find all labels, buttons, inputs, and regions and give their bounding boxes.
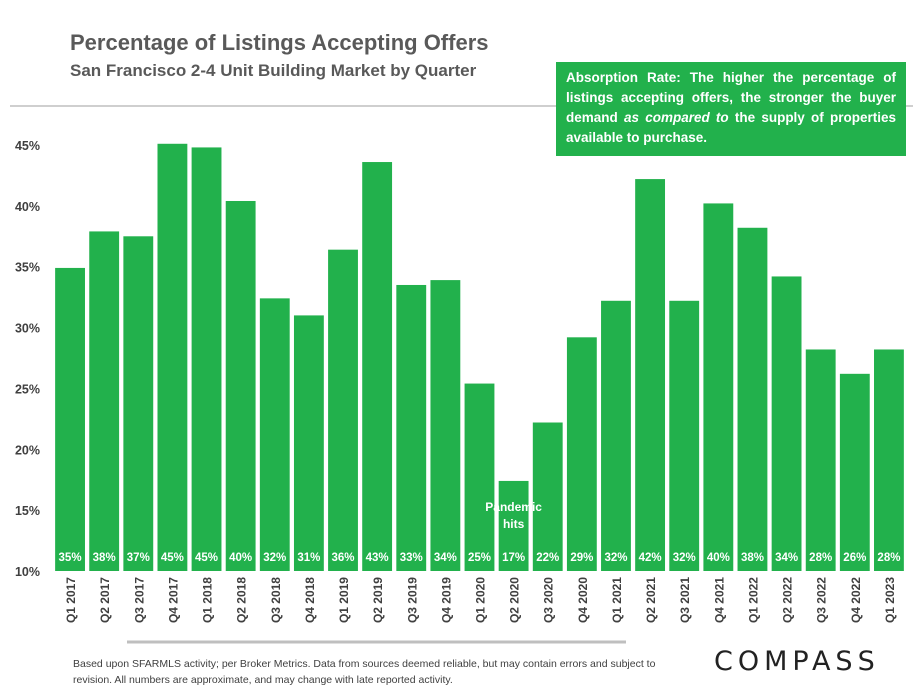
x-tick-label: Q1 2021 — [610, 577, 624, 623]
x-tick-label: Q3 2019 — [405, 577, 419, 623]
x-tick-label: Q4 2019 — [439, 577, 453, 623]
y-tick-label: 30% — [15, 322, 40, 336]
x-tick-label: Q1 2023 — [883, 577, 897, 623]
x-tick-label: Q2 2022 — [781, 577, 795, 623]
compass-logo: COMPASS — [714, 646, 880, 677]
data-label: 40% — [229, 552, 252, 564]
bar-q4-2019 — [430, 280, 461, 571]
x-axis: Q1 2017 Q2 2017 Q3 2017 Q4 2017 Q1 2018 Q2 20… — [64, 577, 897, 623]
bar-series: 35% 38% 37% 45% 45% 40% 32% 31% 36% 43% 33% 34% 25% 1… — [55, 143, 904, 572]
data-label: 32% — [263, 552, 286, 564]
data-label: 43% — [366, 552, 389, 564]
data-label: 37% — [127, 552, 150, 564]
bar-q1-2023 — [874, 349, 904, 571]
y-tick-label: 15% — [15, 504, 40, 518]
data-label: 32% — [604, 552, 627, 564]
x-tick-label: Q2 2018 — [235, 577, 249, 623]
bar-q2-2017 — [89, 231, 120, 572]
y-tick-label: 40% — [15, 200, 40, 214]
y-tick-label: 20% — [15, 443, 40, 457]
data-label: 22% — [536, 552, 559, 564]
bar-q1-2018 — [191, 147, 222, 571]
x-tick-label: Q4 2022 — [849, 577, 863, 623]
x-tick-label: Q2 2020 — [508, 577, 522, 623]
bar-q2-2019 — [362, 162, 393, 572]
chart-title: Percentage of Listings Accepting Offers — [70, 30, 489, 55]
x-tick-label: Q3 2022 — [815, 577, 829, 623]
x-tick-label: Q1 2019 — [337, 577, 351, 623]
x-tick-label: Q4 2021 — [712, 577, 726, 623]
y-tick-label: 25% — [15, 382, 40, 396]
data-label: 28% — [877, 552, 900, 564]
data-label: 29% — [570, 552, 593, 564]
x-tick-label: Q1 2020 — [474, 577, 488, 623]
x-tick-label: Q1 2018 — [201, 577, 215, 623]
bar-q4-2018 — [293, 315, 324, 571]
data-label: 45% — [161, 552, 184, 564]
data-label: 17% — [502, 552, 525, 564]
bar-q2-2020 — [498, 480, 529, 571]
pandemic-annotation: Pandemic hits — [485, 500, 542, 531]
data-label: 45% — [195, 552, 218, 564]
data-label: 40% — [707, 552, 730, 564]
data-label: 34% — [775, 552, 798, 564]
x-tick-label: Q4 2018 — [303, 577, 317, 623]
bar-q4-2021 — [703, 203, 734, 572]
bar-q3-2017 — [123, 236, 154, 572]
x-tick-label: Q3 2018 — [269, 577, 283, 623]
data-label: 38% — [93, 552, 116, 564]
y-tick-label: 45% — [15, 139, 40, 153]
x-tick-label: Q1 2022 — [746, 577, 760, 623]
x-tick-label: Q1 2017 — [64, 577, 78, 623]
x-tick-label: Q2 2019 — [371, 577, 385, 623]
x-tick-label: Q2 2021 — [644, 577, 658, 623]
bar-q4-2017 — [157, 143, 188, 571]
callout-emphasis: as compared to — [623, 110, 729, 125]
bar-q3-2018 — [259, 298, 290, 571]
bar-q2-2018 — [225, 200, 256, 572]
x-tick-label: Q3 2020 — [542, 577, 556, 623]
bar-q1-2022 — [737, 227, 768, 571]
bar-q1-2017 — [55, 267, 85, 571]
bar-q3-2019 — [396, 284, 427, 571]
bar-q1-2021 — [601, 300, 631, 571]
data-label: 31% — [297, 552, 320, 564]
data-label: 38% — [741, 552, 764, 564]
data-label: 28% — [809, 552, 832, 564]
data-label: 32% — [673, 552, 696, 564]
callout-text-part2: the supply of properties available to pu… — [566, 110, 896, 145]
data-label: 34% — [434, 552, 457, 564]
x-tick-label: Q4 2020 — [576, 577, 590, 623]
y-tick-label: 35% — [15, 261, 40, 275]
data-label: 36% — [332, 552, 355, 564]
data-label: 35% — [59, 552, 82, 564]
y-tick-label: 10% — [15, 565, 40, 579]
absorption-rate-callout: Absorption Rate: The higher the percenta… — [556, 62, 906, 156]
chart-subtitle: San Francisco 2-4 Unit Building Market b… — [70, 61, 477, 80]
data-label: 25% — [468, 552, 491, 564]
x-tick-label: Q3 2017 — [132, 577, 146, 623]
data-label: 26% — [843, 552, 866, 564]
bar-q1-2019 — [328, 249, 358, 572]
bar-q1-2020 — [464, 383, 495, 571]
bar-q4-2020 — [566, 337, 597, 571]
data-label: 42% — [639, 552, 662, 564]
bar-q2-2022 — [771, 276, 802, 571]
y-axis: 10% 15% 20% 25% 30% 35% 40% 45% — [15, 139, 40, 579]
x-tick-label: Q2 2017 — [98, 577, 112, 623]
bar-q3-2020 — [532, 422, 563, 571]
callout-text-part1: Absorption Rate: The higher the percenta… — [566, 70, 896, 125]
x-tick-label: Q4 2017 — [166, 577, 180, 623]
bar-q3-2022 — [805, 349, 836, 571]
bar-q3-2021 — [669, 300, 700, 571]
bar-q2-2021 — [635, 179, 666, 571]
source-footnote: Based upon SFARMLS activity; per Broker … — [73, 658, 656, 686]
x-tick-label: Q3 2021 — [678, 577, 692, 623]
data-label: 33% — [400, 552, 423, 564]
bar-q4-2022 — [839, 373, 870, 571]
